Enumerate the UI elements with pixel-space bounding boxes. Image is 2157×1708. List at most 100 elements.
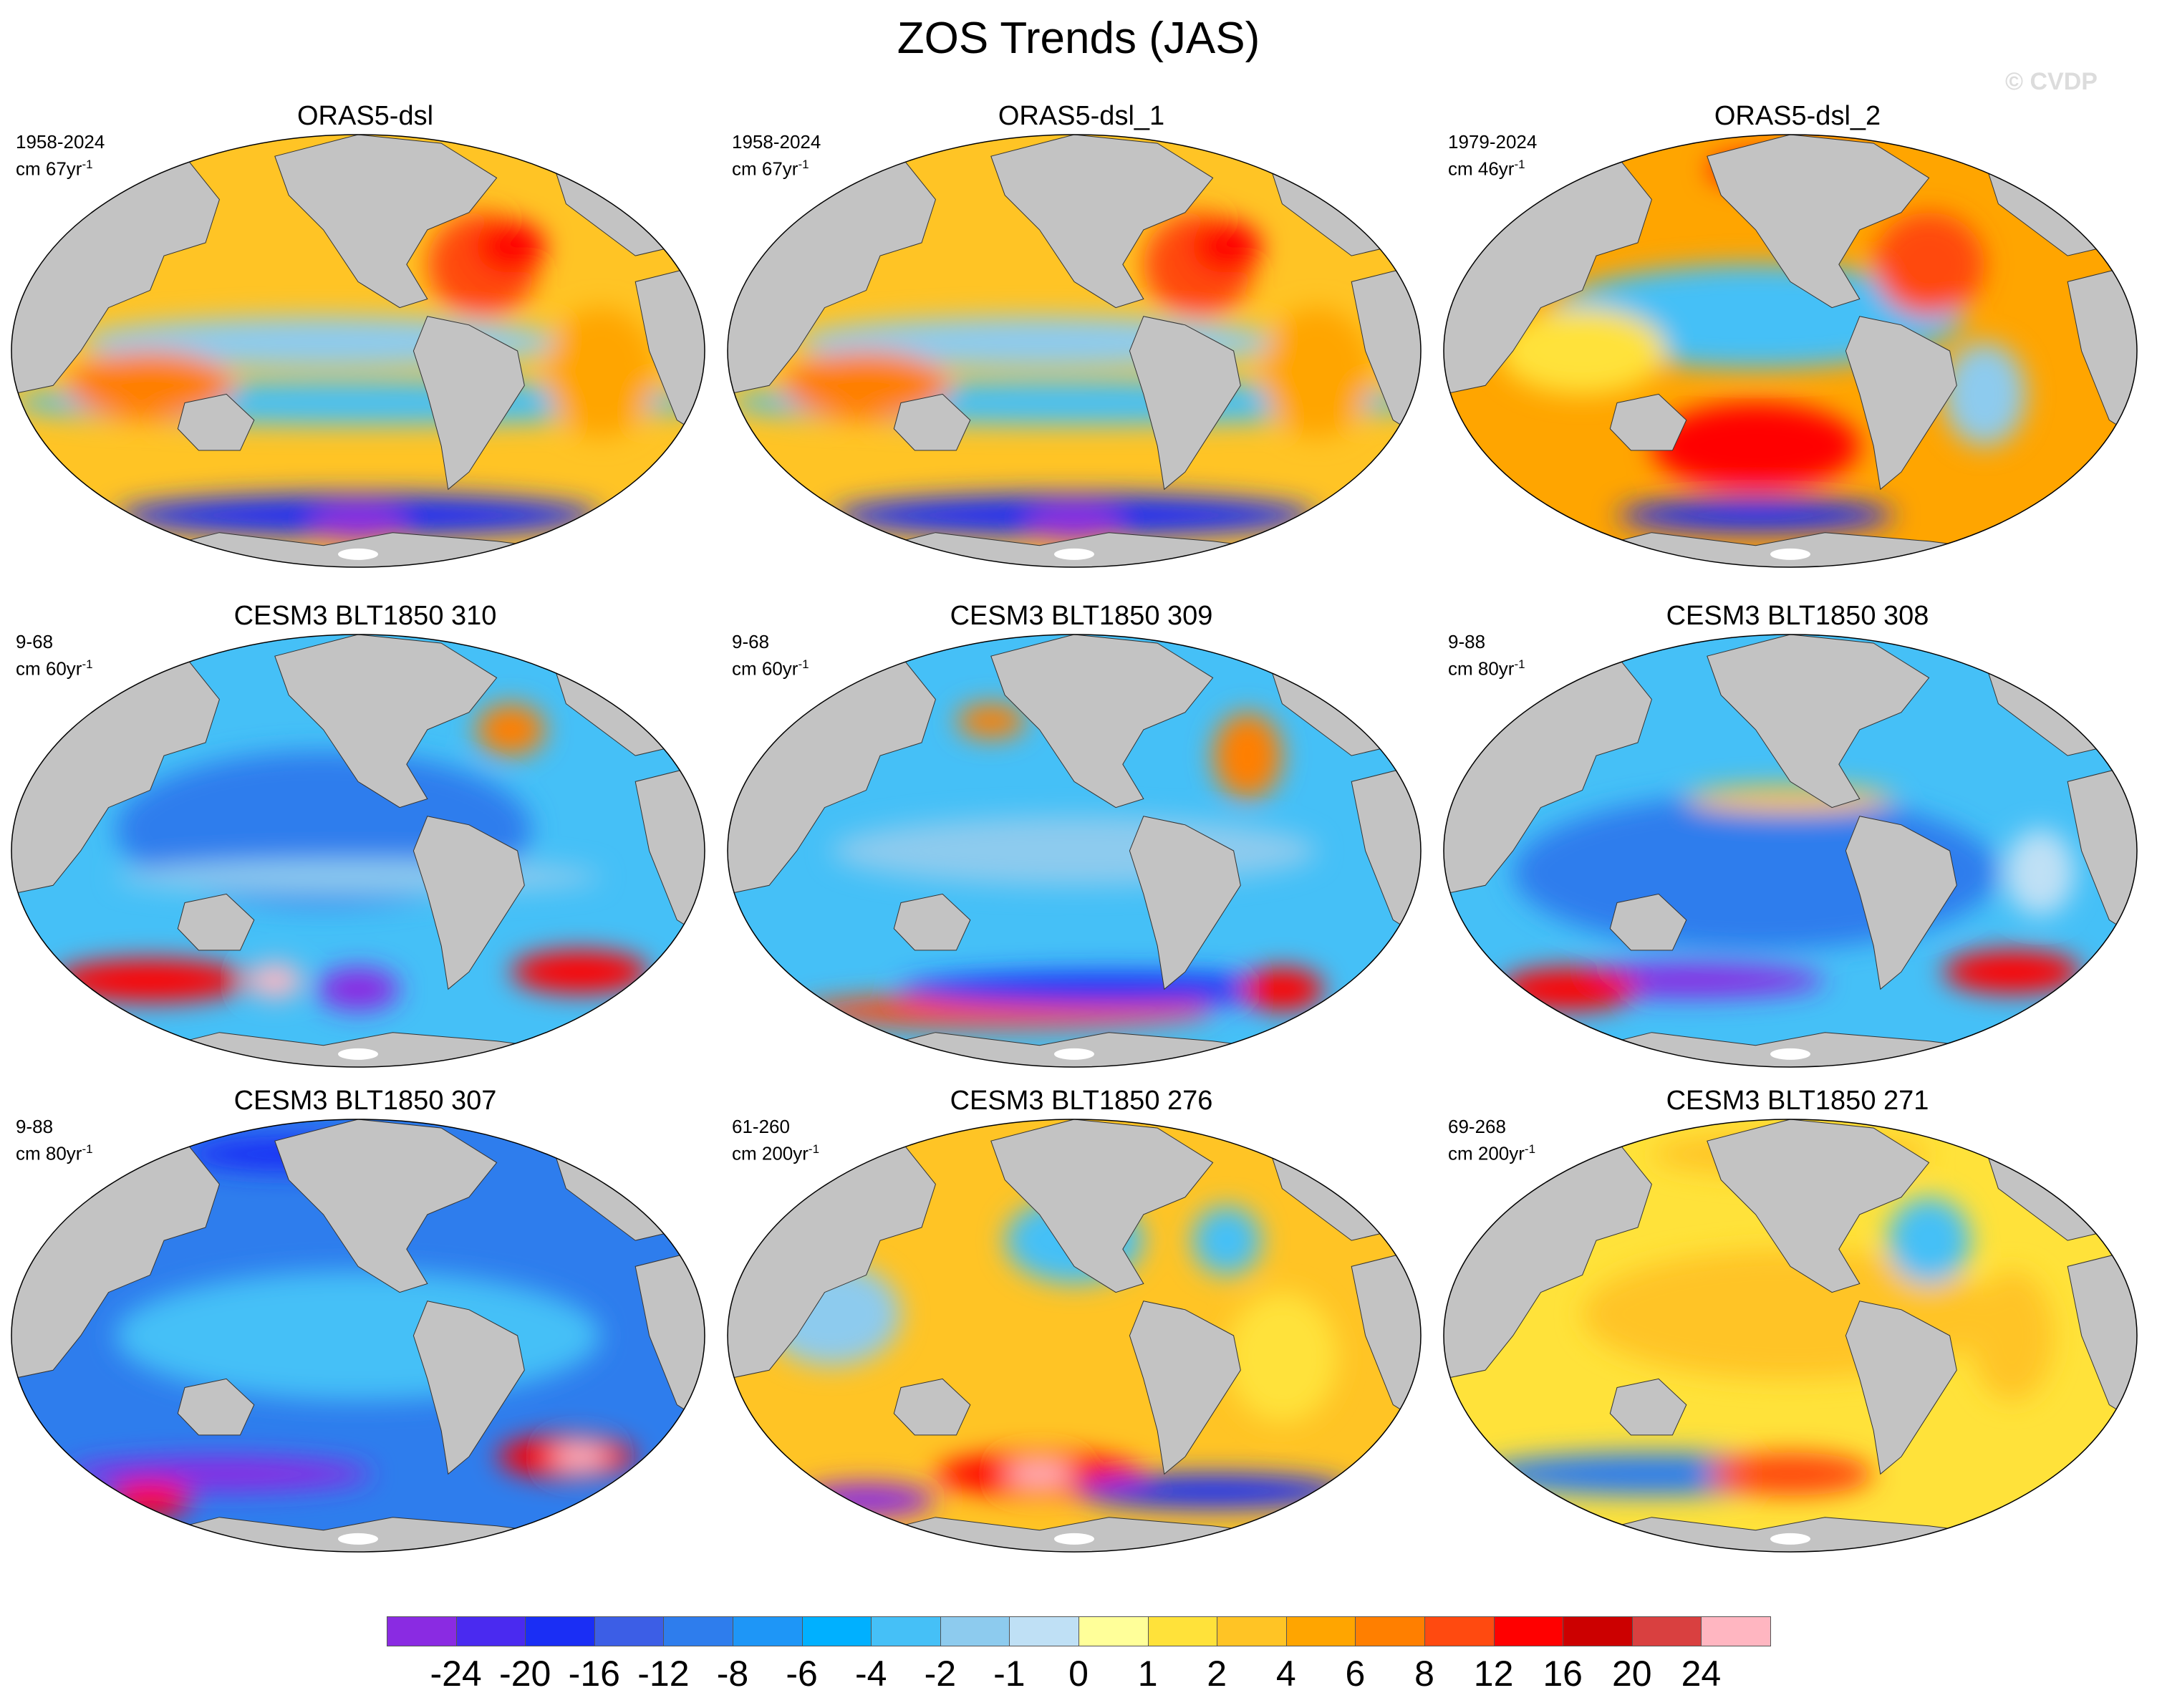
land-south-america: [1129, 816, 1241, 990]
trend-anomaly-region: [1970, 1270, 2054, 1401]
map-panel: CESM3 BLT1850 310 9-68 cm 60yr-1: [7, 600, 723, 1076]
panel-unit: cm 80yr-1: [16, 1142, 93, 1164]
land-north-america: [1707, 1119, 1930, 1293]
trend-anomaly-region: [1240, 968, 1324, 1011]
figure-title: ZOS Trends (JAS): [897, 14, 1260, 63]
trend-anomaly-region: [115, 859, 601, 894]
panel-period: 9-68: [732, 631, 770, 652]
land-australia: [893, 1378, 971, 1436]
ice-shelf: [1054, 1533, 1094, 1545]
trend-anomaly-region: [1026, 506, 1123, 541]
panel-title: ORAS5-dsl_2: [1714, 101, 1881, 131]
land-australia: [893, 893, 971, 951]
trend-anomaly-region: [1707, 1452, 1874, 1496]
land-australia: [177, 893, 255, 951]
trend-anomaly-region: [1651, 402, 1860, 490]
panel-title: CESM3 BLT1850 271: [1666, 1086, 1929, 1116]
panel-period: 69-268: [1448, 1116, 1506, 1137]
land-south-america: [412, 816, 525, 990]
trend-anomaly-region: [1887, 1197, 1971, 1284]
colorbar-swatch: [733, 1616, 803, 1646]
colorbar-tick-label: -24: [430, 1654, 482, 1694]
colorbar-tick-label: 8: [1414, 1654, 1434, 1694]
colorbar-swatch: [1355, 1616, 1425, 1646]
map-panel: CESM3 BLT1850 309 9-68 cm 60yr-1: [723, 600, 1439, 1076]
trend-anomaly-region: [1499, 307, 1666, 395]
world-map: [727, 634, 1422, 1068]
colorbar-swatch: [387, 1616, 457, 1646]
land-south-america: [1845, 316, 1957, 491]
trend-anomaly-region: [956, 703, 1026, 738]
world-map: [11, 1119, 705, 1553]
colorbar-swatch: [871, 1616, 941, 1646]
trend-anomaly-region: [1499, 968, 1639, 1011]
colorbar-swatch: [1078, 1616, 1149, 1646]
land-north-america: [1707, 135, 1930, 309]
unit-exponent: -1: [1514, 158, 1525, 171]
panel-unit: cm 200yr-1: [1448, 1142, 1536, 1164]
land-south-america: [1129, 1301, 1241, 1475]
map-border: [1443, 1119, 2138, 1553]
land-australia: [177, 393, 255, 451]
colorbar-swatch: [940, 1616, 1010, 1646]
map-panel: ORAS5-dsl 1958-2024 cm 67yr-1: [7, 100, 723, 576]
colorbar-tick-label: -2: [924, 1654, 957, 1694]
unit-exponent: -1: [82, 1142, 93, 1156]
colorbar-tick-label: 6: [1345, 1654, 1366, 1694]
trend-anomaly-region: [1942, 342, 2027, 446]
colorbar-tick-label: 16: [1543, 1654, 1583, 1694]
land-north-america: [990, 1119, 1214, 1293]
colorbar-swatch: [1563, 1616, 1633, 1646]
land-north-america: [990, 635, 1214, 809]
panel-period: 9-88: [16, 1116, 54, 1137]
panel-period: 9-68: [16, 631, 54, 652]
trend-anomaly-region: [1686, 786, 1895, 812]
colorbar-tick-label: -20: [499, 1654, 551, 1694]
land-australia: [1609, 1378, 1687, 1436]
land-north-america: [990, 135, 1214, 309]
panel-period: 61-260: [732, 1116, 790, 1137]
panel-unit: cm 60yr-1: [732, 657, 809, 680]
colorbar-tick-label: 0: [1068, 1654, 1089, 1694]
panel-title: CESM3 BLT1850 310: [233, 601, 497, 631]
map-panel: CESM3 BLT1850 276 61-260 cm 200yr-1: [723, 1085, 1439, 1561]
map-border: [727, 634, 1422, 1068]
trend-anomaly-region: [1212, 712, 1283, 799]
trend-anomaly-region: [247, 963, 303, 998]
trend-anomaly-region: [476, 703, 546, 756]
ice-shelf: [1770, 1048, 1810, 1060]
trend-anomaly-region: [108, 1482, 192, 1518]
colorbar-tick-label: -6: [786, 1654, 818, 1694]
ice-shelf: [1770, 548, 1810, 560]
trend-anomaly-region: [115, 1270, 601, 1401]
world-map: [11, 134, 705, 568]
trend-anomaly-region: [796, 1482, 936, 1518]
ice-shelf: [1770, 1533, 1810, 1545]
land-north-america: [274, 635, 498, 809]
trend-anomaly-region: [53, 959, 248, 1003]
world-map: [1443, 134, 2138, 568]
trend-anomaly-region: [1226, 1292, 1338, 1422]
ice-shelf: [1054, 1048, 1094, 1060]
panel-unit: cm 200yr-1: [732, 1142, 820, 1164]
trend-anomaly-region: [2005, 829, 2075, 916]
panel-title: CESM3 BLT1850 309: [950, 601, 1213, 631]
cvdp-watermark: © CVDP: [2005, 68, 2098, 95]
ice-shelf: [338, 1048, 378, 1060]
land-south-america: [412, 1301, 525, 1475]
trend-anomaly-region: [545, 307, 657, 438]
panel-unit: cm 60yr-1: [16, 657, 93, 680]
map-border: [11, 1119, 705, 1553]
map-border: [1443, 634, 2138, 1068]
colorbar-swatch: [1424, 1616, 1495, 1646]
colorbar-tick-label: 1: [1137, 1654, 1158, 1694]
unit-exponent: -1: [808, 1142, 820, 1156]
land-north-america: [1707, 635, 1930, 809]
trend-anomaly-region: [309, 506, 407, 541]
map-panel: ORAS5-dsl_1 1958-2024 cm 67yr-1: [723, 100, 1439, 576]
trend-anomaly-region: [831, 816, 1317, 886]
map-border: [1443, 134, 2138, 568]
world-map: [11, 634, 705, 1068]
panel-unit: cm 67yr-1: [16, 158, 93, 180]
panel-title: CESM3 BLT1850 307: [233, 1086, 497, 1116]
